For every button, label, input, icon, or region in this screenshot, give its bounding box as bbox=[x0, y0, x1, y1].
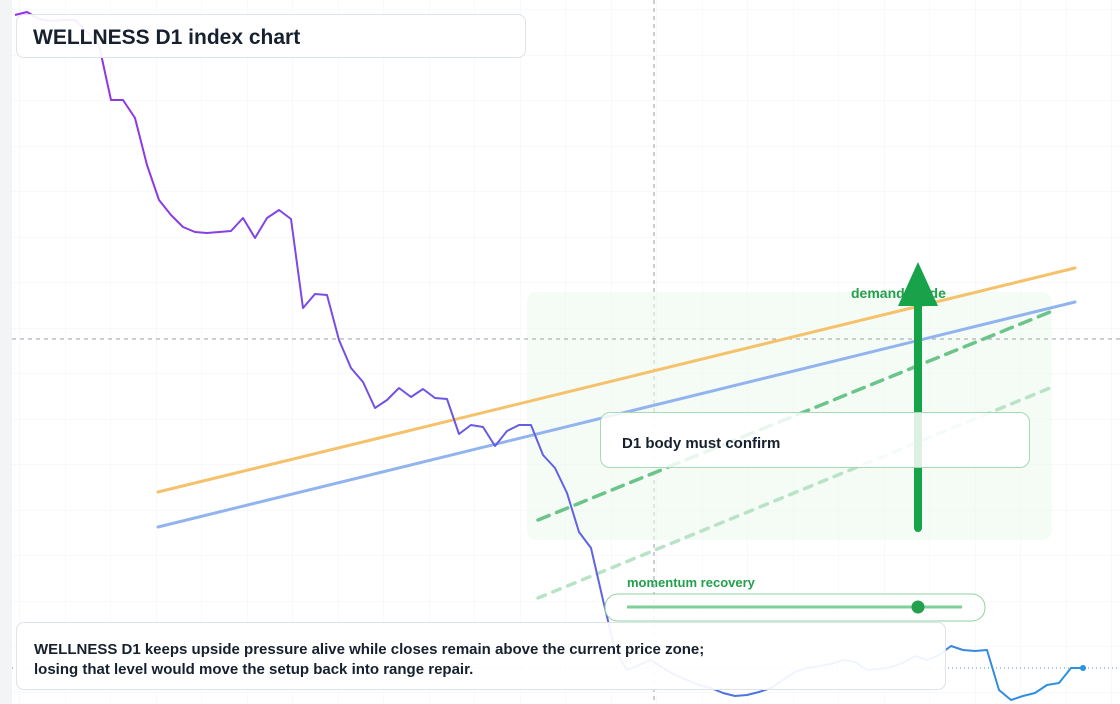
title-box: WELLNESS D1 index chart bbox=[16, 14, 526, 58]
left-strip bbox=[0, 0, 12, 704]
zone-label: demand guide bbox=[851, 285, 946, 301]
demand-arrow-head bbox=[898, 262, 938, 306]
chart-title: WELLNESS D1 index chart bbox=[33, 26, 301, 49]
note-line: WELLNESS D1 keeps upside pressure alive … bbox=[34, 641, 705, 658]
confirm-box: D1 body must confirm bbox=[600, 412, 1030, 468]
note-line: losing that level would move the setup b… bbox=[34, 661, 474, 678]
trend-line bbox=[536, 310, 1052, 522]
confirm-label: D1 body must confirm bbox=[622, 435, 781, 452]
momentum-label: momentum recovery bbox=[627, 575, 756, 590]
last-price-dot bbox=[1080, 665, 1086, 671]
note-box: WELLNESS D1 keeps upside pressure alive … bbox=[16, 622, 946, 690]
trend-line bbox=[536, 386, 1052, 600]
momentum-knob bbox=[911, 600, 925, 614]
